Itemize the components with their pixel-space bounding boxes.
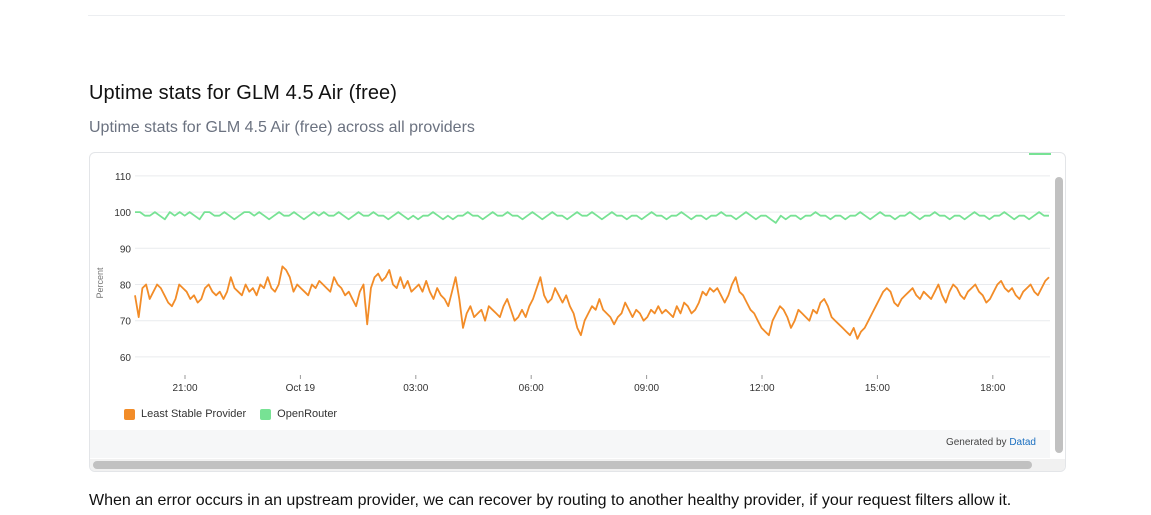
y-axis-label: Percent [95,267,105,299]
x-tick-label: Oct 19 [286,383,316,394]
series-line-least-stable-provider [134,265,1050,340]
x-tick-label: 15:00 [865,383,890,394]
chart-footer: Generated by Datad [90,430,1050,458]
section-subtitle: Uptime stats for GLM 4.5 Air (free) acro… [89,119,475,136]
x-tick-label: 06:00 [519,383,544,394]
vertical-scrollbar[interactable] [1055,177,1063,455]
x-tick-label: 18:00 [980,383,1005,394]
x-tick-label: 09:00 [634,383,659,394]
chart-top-accent [1029,153,1051,155]
legend-swatch-orange [124,408,135,420]
x-tick-label: 12:00 [749,383,774,394]
legend-swatch-green [260,408,272,420]
top-divider [88,15,1065,16]
y-tick-label: 70 [120,317,132,328]
uptime-chart-frame[interactable]: 60 70 80 90 100 110 Percent 21:00 Oct 19 03:00 06:… [89,152,1066,472]
x-tick-label: 21:00 [172,383,197,394]
y-tick-label: 110 [115,172,131,183]
uptime-chart: 60 70 80 90 100 110 Percent 21:00 Oct 19 03:00 06:… [95,172,1050,394]
legend-item-least-stable[interactable]: Least Stable Provider [124,408,246,420]
legend-item-openrouter[interactable]: OpenRouter [260,408,337,420]
datadog-link[interactable]: Datad [1009,437,1036,448]
series-line-openrouter [135,211,1049,224]
chart-legend: Least Stable Provider OpenRouter [124,408,337,420]
horizontal-scrollbar[interactable] [90,459,1065,471]
section-title: Uptime stats for GLM 4.5 Air (free) [89,82,398,104]
y-tick-label: 80 [120,280,132,291]
vertical-scrollbar-thumb[interactable] [1055,177,1063,453]
x-tick-label: 03:00 [403,383,428,394]
y-tick-label: 90 [120,244,132,255]
error-recovery-text: When an error occurs in an upstream prov… [89,492,1012,509]
legend-label-least-stable: Least Stable Provider [141,408,247,420]
generated-by-prefix: Generated by [945,437,1010,448]
legend-label-openrouter: OpenRouter [277,408,338,420]
y-tick-label: 60 [120,353,132,364]
y-tick-label: 100 [114,208,131,219]
generated-by-text: Generated by Datad [946,437,1036,448]
horizontal-scrollbar-thumb[interactable] [93,461,1032,469]
